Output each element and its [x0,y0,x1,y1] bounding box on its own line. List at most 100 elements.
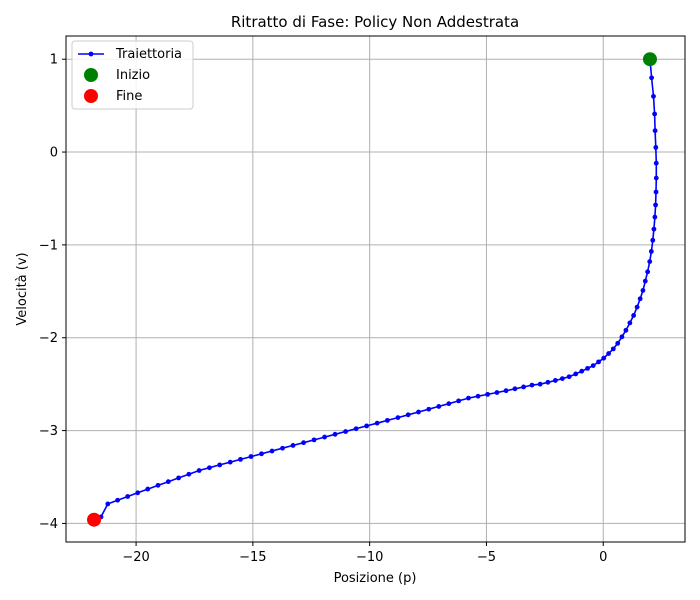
x-tick-label: −10 [356,550,383,565]
trajectory-point [217,462,223,468]
end-marker [87,512,102,527]
trajectory-point [248,454,254,459]
trajectory-point [155,482,161,488]
trajectory-point [385,417,390,423]
legend-box [71,40,194,110]
start-marker [642,52,657,67]
x-tick-label: −20 [122,550,149,565]
trajectory-point [637,296,643,302]
trajectory-point [475,393,481,399]
trajectory-point [503,388,509,394]
trajectory-point [653,160,659,166]
y-axis-label: Velocità (v) [15,252,30,325]
legend-label-end: Fine [116,89,142,104]
trajectory-line [100,59,658,518]
y-tick-label: 1 [50,53,58,68]
trajectory-point [606,351,612,356]
trajectory-point [649,75,654,81]
trajectory-point [619,334,625,340]
trajectory-point [196,468,202,473]
trajectory-point [332,431,338,437]
trajectory-point [653,202,658,208]
axis-ticks: −20 −15 −10 −5 0−4−3−2−101 [39,53,608,565]
y-tick-label: 0 [50,146,58,161]
trajectory-point [238,456,243,462]
trajectory-point [566,374,572,380]
trajectory-point [601,355,607,361]
trajectory-point [559,376,565,381]
trajectory-point [269,448,275,454]
trajectory-point [579,368,585,374]
trajectory-point [301,440,306,446]
trajectory-point [207,465,212,471]
trajectory-point [653,175,659,181]
trajectory-point [545,379,551,385]
trajectory-point [405,412,411,418]
trajectory-point [640,287,646,293]
trajectory-point [426,406,432,412]
trajectory-point [552,378,558,383]
trajectory-point [145,486,151,492]
trajectory-point [165,479,171,485]
plot-frame [65,35,686,543]
trajectory-point [653,189,659,195]
x-tick-label: 0 [599,550,607,565]
trajectory-point [446,401,452,407]
trajectory-point [395,415,401,420]
trajectory-point [374,420,380,426]
trajectory-point [650,237,656,243]
trajectory-point [623,327,629,333]
endpoint-markers [87,52,657,527]
trajectory-point [416,409,421,415]
trajectory-point [652,214,658,220]
series [98,56,659,520]
trajectory-point [353,426,359,432]
trajectory-point [125,494,131,499]
trajectory-point [529,382,535,388]
x-tick-label: −5 [477,550,496,565]
legend-dot-swatch [88,51,94,57]
trajectory-point [115,497,121,503]
chart-title: Ritratto di Fase: Policy Non Addestrata [231,13,519,31]
trajectory-point [135,490,141,496]
x-axis-label: Posizione (p) [334,571,417,586]
trajectory-point [627,320,633,326]
y-tick-label: −4 [39,517,58,532]
grid [66,36,685,542]
trajectory-point [651,226,657,232]
trajectory-point [259,451,264,457]
legend-label-trajectory: Traiettoria [115,47,182,62]
trajectory-point [645,269,651,275]
trajectory-point [590,363,596,368]
trajectory-point [573,371,579,377]
trajectory-point [648,248,654,254]
trajectory-point [494,390,500,395]
trajectory-point [653,145,659,150]
trajectory-point [280,445,285,451]
trajectory-point [647,259,653,265]
y-tick-label: −1 [39,238,58,253]
trajectory-point [227,459,233,465]
legend-end-swatch [84,89,98,103]
trajectory-point [322,434,327,440]
trajectory-point [436,404,442,409]
trajectory-point [642,278,648,284]
y-tick-label: −3 [39,424,58,439]
trajectory-point [364,423,370,429]
trajectory-point [652,111,658,117]
trajectory-point [521,384,526,390]
trajectory-point [343,429,349,434]
trajectory-point [537,381,543,387]
trajectory-point [512,386,518,392]
trajectory-point [651,93,656,99]
trajectory-point [652,128,658,134]
legend-start-swatch [84,68,98,82]
trajectory-point [634,304,640,310]
trajectory-point [610,346,616,352]
x-tick-label: −15 [239,550,266,565]
y-tick-label: −2 [39,331,58,346]
trajectory-point [311,437,317,443]
trajectory-point [290,443,296,448]
trajectory-point [485,391,491,397]
